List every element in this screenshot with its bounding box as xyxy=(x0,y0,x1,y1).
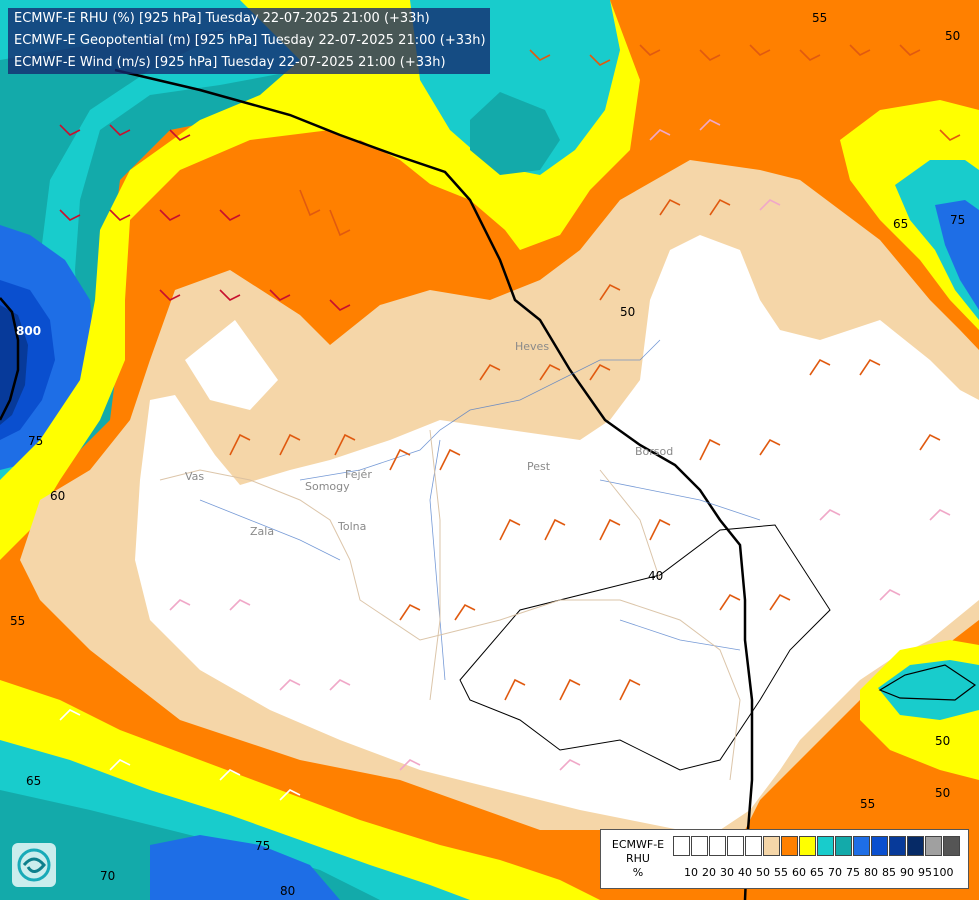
legend-ticks: 10 20 30 40 50 55 60 65 70 75 80 85 90 95 100 xyxy=(673,866,963,880)
legend-tick: 70 xyxy=(828,866,842,879)
white-dry-island xyxy=(185,320,278,410)
north-teal-pool xyxy=(470,92,560,175)
legend-tick: 10 xyxy=(684,866,698,879)
west-navy-region xyxy=(0,305,28,425)
legend-swatch xyxy=(907,836,924,856)
legend-swatch xyxy=(871,836,888,856)
legend-model: ECMWF-E xyxy=(611,838,665,851)
region-label-zala: Zala xyxy=(250,525,274,538)
west-teal-region xyxy=(0,0,500,520)
contour-label-75-s: 75 xyxy=(255,839,270,853)
contour-40-east xyxy=(878,664,977,701)
legend-swatch xyxy=(745,836,762,856)
geopotential-line xyxy=(114,68,754,900)
legend-swatches xyxy=(673,836,961,856)
west-cyan-region xyxy=(0,0,380,480)
contour-label-50-se: 50 xyxy=(935,734,950,748)
county-borders xyxy=(159,429,741,781)
legend-swatch xyxy=(817,836,834,856)
wind-barbs xyxy=(59,44,961,801)
region-label-fejer: Fejér xyxy=(345,468,372,481)
title-box: ECMWF-E RHU (%) [925 hPa] Tuesday 22-07-… xyxy=(8,8,490,74)
legend-tick: 55 xyxy=(774,866,788,879)
legend-swatch xyxy=(691,836,708,856)
legend-swatch xyxy=(943,836,960,856)
southeast-cyan xyxy=(878,660,979,720)
contour-label-80-s: 80 xyxy=(280,884,295,898)
legend-tick: 95 xyxy=(918,866,932,879)
legend-swatch xyxy=(835,836,852,856)
region-label-vas: Vas xyxy=(185,470,204,483)
legend-tick: 50 xyxy=(756,866,770,879)
legend-tick: 60 xyxy=(792,866,806,879)
legend-tick: 40 xyxy=(738,866,752,879)
legend-tick: 75 xyxy=(846,866,860,879)
legend-tick: 90 xyxy=(900,866,914,879)
contour-40 xyxy=(459,524,831,771)
south-blue-band xyxy=(150,835,340,900)
west-teal-inner xyxy=(0,30,230,430)
title-wind: ECMWF-E Wind (m/s) [925 hPa] Tuesday 22-… xyxy=(14,55,446,70)
legend-tick: 20 xyxy=(702,866,716,879)
region-label-somogy: Somogy xyxy=(305,480,350,493)
legend-swatch xyxy=(709,836,726,856)
region-label-heves: Heves xyxy=(515,340,549,353)
legend-tick: 80 xyxy=(864,866,878,879)
title-geopotential: ECMWF-E Geopotential (m) [925 hPa] Tuesd… xyxy=(14,33,486,48)
legend-tick: 65 xyxy=(810,866,824,879)
contour-label-60-w: 60 xyxy=(50,489,65,503)
contour-label-65-sw: 65 xyxy=(26,774,41,788)
legend-label: ECMWF-E RHU % xyxy=(605,838,671,880)
legend-swatch xyxy=(889,836,906,856)
region-label-tolna: Tolna xyxy=(337,520,366,533)
contour-labels: 55 50 65 75 50 60 75 55 65 70 75 80 50 5… xyxy=(10,11,965,898)
legend-swatch xyxy=(853,836,870,856)
river-network xyxy=(199,339,761,681)
contour-label-65-e: 65 xyxy=(893,217,908,231)
contour-label-75-w: 75 xyxy=(28,434,43,448)
contour-label-70-s: 70 xyxy=(100,869,115,883)
contour-label-50-se2: 50 xyxy=(935,786,950,800)
east-cyan-region xyxy=(895,160,979,320)
white-dry-region xyxy=(135,235,979,830)
legend-swatch xyxy=(673,836,690,856)
color-legend: ECMWF-E RHU % 10 20 30 40 50 55 60 65 70 75 80 85 90… xyxy=(600,829,969,889)
contour-label-50-ne: 50 xyxy=(945,29,960,43)
legend-swatch xyxy=(781,836,798,856)
contour-label-75-e: 75 xyxy=(950,213,965,227)
region-label-borsod: Borsod xyxy=(635,445,673,458)
contour-label-50-center: 50 xyxy=(620,305,635,319)
east-blue-region xyxy=(935,200,979,310)
title-rhu: ECMWF-E RHU (%) [925 hPa] Tuesday 22-07-… xyxy=(14,11,430,26)
legend-swatch xyxy=(727,836,744,856)
logo-icon xyxy=(12,843,56,887)
legend-tick: 100 xyxy=(932,866,954,879)
contour-label-55-ne: 55 xyxy=(812,11,827,25)
legend-tick: 85 xyxy=(882,866,896,879)
legend-variable: RHU xyxy=(626,852,650,865)
geopotential-label-800: 800 xyxy=(16,324,41,338)
contour-label-55-se: 55 xyxy=(860,797,875,811)
contour-label-40-center: 40 xyxy=(648,569,663,583)
region-labels: Heves Borsod Pest Vas Zala Somogy Fejér … xyxy=(185,340,673,538)
geopotential-800-contour xyxy=(0,297,20,421)
legend-swatch xyxy=(763,836,780,856)
region-label-pest: Pest xyxy=(527,460,551,473)
legend-swatch xyxy=(799,836,816,856)
contour-label-55-sw: 55 xyxy=(10,614,25,628)
legend-swatch xyxy=(925,836,942,856)
legend-unit: % xyxy=(632,866,644,879)
legend-tick: 30 xyxy=(720,866,734,879)
